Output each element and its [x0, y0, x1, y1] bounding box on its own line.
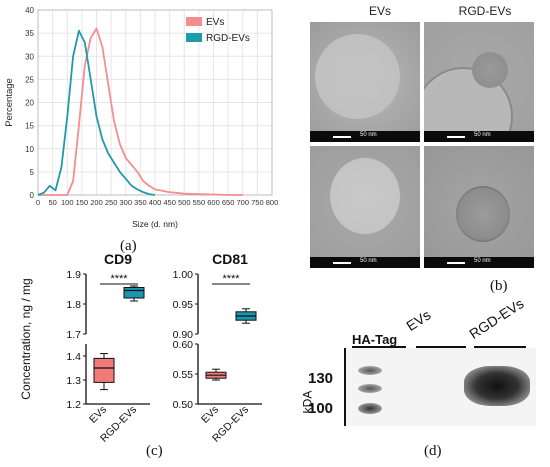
scale-bar: 50 nm: [310, 257, 420, 268]
y-tick-label: 0.95: [173, 299, 194, 311]
x-tick-label: 400: [149, 198, 162, 207]
box-rgd-evs: [123, 287, 145, 299]
y-tick-label: 1.3: [66, 375, 81, 387]
tem-image-evs-2: 50 nm: [310, 146, 420, 268]
y-tick-label: 5: [30, 168, 35, 177]
x-tick-label: 600: [207, 198, 220, 207]
series-line-evs: [38, 27, 243, 196]
lane-label-ha-tag: HA-Tag: [352, 332, 398, 347]
legend-swatch-rgd-evs: [186, 33, 202, 42]
y-tick-label: 30: [25, 52, 34, 61]
significance-stars: ****: [110, 273, 128, 285]
scale-bar: 50 nm: [424, 131, 534, 142]
ladder-band: [358, 366, 382, 375]
lane-label-evs: EVs: [403, 306, 434, 334]
marker-100: 100: [308, 400, 334, 417]
y-tick-label: 40: [25, 6, 34, 15]
ladder-band: [358, 384, 382, 393]
x-tick-label: EVs: [199, 404, 221, 426]
y-tick-label: 0.50: [173, 399, 194, 411]
x-tick-label: 250: [105, 198, 118, 207]
vesicle: [315, 34, 400, 119]
y-tick-label: 25: [25, 75, 34, 84]
x-tick-label: 200: [90, 198, 103, 207]
x-tick-label: 100: [61, 198, 74, 207]
vesicle: [330, 158, 400, 234]
marker-130: 130: [308, 370, 334, 387]
x-tick-label: 550: [193, 198, 206, 207]
x-tick-label: 50: [48, 198, 56, 207]
x-tick-label: 700: [236, 198, 249, 207]
tem-image-evs-1: 50 nm: [310, 22, 420, 142]
scale-bar-label: 50 nm: [474, 258, 491, 264]
y-tick-label: 1.9: [66, 269, 81, 281]
x-tick-label: 150: [76, 198, 89, 207]
significance-stars: ****: [222, 273, 240, 285]
x-tick-label: 750: [251, 198, 264, 207]
tem-title-evs: EVs: [368, 4, 391, 18]
x-tick-label: 500: [178, 198, 191, 207]
tem-image-rgd-evs-2: 50 nm: [424, 146, 534, 268]
panel-label-c: (c): [146, 443, 163, 459]
y-tick-label: 15: [25, 122, 34, 131]
chart-title-cd9: CD9: [104, 251, 132, 267]
panel-label-b: (b): [490, 278, 508, 294]
legend-swatch-evs: [186, 17, 202, 26]
y-tick-label: 1.2: [66, 399, 81, 411]
vesicle-small: [472, 52, 508, 88]
x-tick-label: 300: [119, 198, 132, 207]
lane-underline-ha-tag: [352, 346, 406, 348]
legend-label-rgd-evs: RGD-EVs: [206, 33, 250, 44]
box-evs: [93, 357, 115, 383]
scale-bar-label: 50 nm: [474, 132, 491, 138]
scale-bar: 50 nm: [310, 131, 420, 142]
panel-label-a: (a): [120, 238, 137, 254]
scale-bar-label: 50 nm: [360, 258, 377, 264]
y-axis-label: Percentage: [4, 78, 15, 127]
y-tick-label: 10: [25, 145, 34, 154]
y-tick-label: 0: [30, 191, 35, 200]
panel-label-d: (d): [424, 443, 442, 459]
y-tick-label: 1.00: [173, 269, 194, 281]
y-tick-label: 0.90: [173, 329, 194, 341]
y-tick-label: 1.7: [66, 329, 81, 341]
boxplot-chart: CD91.21.31.41.71.81.9EVsRGD-EVs****CD810…: [19, 251, 262, 445]
scale-bar-label: 50 nm: [360, 132, 377, 138]
y-tick-label: 1.8: [66, 299, 81, 311]
rgd-evs-band: [464, 366, 530, 406]
tem-image-rgd-evs-1: 50 nm: [424, 22, 534, 142]
lane-underline-rgd-evs: [474, 346, 526, 348]
lane-underline-evs: [416, 346, 466, 348]
vesicle: [456, 186, 510, 242]
x-tick-label: EVs: [87, 404, 109, 426]
tem-title-rgd-evs: RGD-EVs: [458, 4, 512, 18]
series-line-rgd-evs: [37, 29, 156, 196]
legend-label-evs: EVs: [206, 17, 224, 28]
x-tick-label: 650: [222, 198, 235, 207]
x-tick-label: 350: [134, 198, 147, 207]
x-tick-label: 450: [163, 198, 176, 207]
y-tick-label: 20: [25, 99, 34, 108]
y-tick-label: 0.55: [173, 369, 194, 381]
chart-title-cd81: CD81: [212, 251, 248, 267]
tem-panel: EVs RGD-EVs 50 nm 50 nm 50 nm 50 nm: [300, 0, 545, 280]
western-blot-panel: HA-Tag EVs RGD-EVs kDA 130 100: [300, 295, 545, 460]
scale-bar: 50 nm: [424, 257, 534, 268]
ladder-band: [358, 403, 382, 414]
blot-membrane: [344, 348, 536, 426]
y-tick-label: 35: [25, 29, 34, 38]
x-axis-label: Size (d. nm): [132, 219, 178, 229]
x-tick-label: 0: [36, 198, 40, 207]
y-tick-label: 1.4: [66, 351, 81, 363]
y-axis-label: Concentration, ng / mg: [19, 278, 33, 399]
lane-label-rgd-evs: RGD-EVs: [466, 295, 527, 342]
x-tick-label: 800: [266, 198, 279, 207]
y-tick-label: 0.60: [173, 339, 194, 351]
